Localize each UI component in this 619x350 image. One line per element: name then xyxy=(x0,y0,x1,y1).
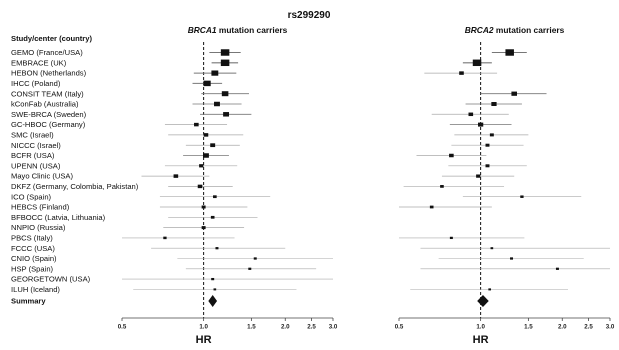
panel-title-suffix: mutation carriers xyxy=(217,25,288,35)
point-estimate xyxy=(220,49,230,56)
point-estimate xyxy=(476,174,481,178)
panel-title: BRCA2 mutation carriers xyxy=(465,25,565,35)
point-estimate xyxy=(194,122,199,127)
study-label: HEBCS (Finland) xyxy=(11,203,70,212)
point-estimate xyxy=(491,102,497,106)
study-label: HEBON (Netherlands) xyxy=(11,69,87,78)
study-label: FCCC (USA) xyxy=(11,244,55,253)
study-label: PBCS (Italy) xyxy=(11,234,53,243)
summary-diamond xyxy=(477,295,489,307)
point-estimate xyxy=(203,80,211,87)
point-estimate xyxy=(449,236,453,240)
point-estimate xyxy=(489,133,494,137)
point-estimate xyxy=(214,101,220,107)
point-estimate xyxy=(213,288,217,291)
panel-title-gene: BRCA2 xyxy=(465,25,494,35)
summary-label: Summary xyxy=(11,297,46,306)
point-estimate xyxy=(449,153,454,158)
point-estimate xyxy=(203,133,209,137)
study-label: BFBOCC (Latvia, Lithuania) xyxy=(11,213,106,222)
study-label: ILUH (Iceland) xyxy=(11,285,60,294)
point-estimate xyxy=(248,267,252,270)
point-estimate xyxy=(490,247,494,250)
point-estimate xyxy=(211,277,215,281)
x-axis-title: HR xyxy=(196,334,212,346)
point-estimate xyxy=(201,205,206,209)
point-estimate xyxy=(173,174,179,178)
x-tick-label: 1.0 xyxy=(476,324,485,331)
point-estimate xyxy=(468,112,474,117)
point-estimate xyxy=(199,164,204,168)
x-tick-label: 2.0 xyxy=(281,324,290,331)
point-estimate xyxy=(203,153,209,158)
point-estimate xyxy=(505,49,514,56)
point-estimate xyxy=(555,267,559,270)
forest-panel-brca1: BRCA1 mutation carriers 0.5 1.0 1.5 2.0 2.5 3.… xyxy=(118,25,338,346)
study-label: HSP (Spain) xyxy=(11,264,54,273)
forest-panel-brca2: BRCA2 mutation carriers 0.5 1.0 1.5 2.0 2.5 3.… xyxy=(395,25,615,346)
x-tick-label: 3.0 xyxy=(329,324,338,331)
panel-title: BRCA1 mutation carriers xyxy=(188,25,288,35)
study-label: SMC (Israel) xyxy=(11,131,54,140)
x-tick-label: 1.5 xyxy=(247,324,256,331)
x-tick-label: 2.5 xyxy=(584,324,593,331)
study-label: NICCC (Israel) xyxy=(11,141,61,150)
x-tick-label: 1.5 xyxy=(524,324,533,331)
point-estimate xyxy=(472,59,482,67)
forest-panels: BRCA1 mutation carriers 0.5 1.0 1.5 2.0 2.5 3.… xyxy=(118,25,615,346)
study-label: IHCC (Poland) xyxy=(11,79,61,88)
x-tick-label: 3.0 xyxy=(606,324,615,331)
x-tick-label: 2.0 xyxy=(558,324,567,331)
point-estimate xyxy=(221,91,229,97)
study-label: DKFZ (Germany, Colombia, Pakistan) xyxy=(11,182,139,191)
point-estimate xyxy=(201,226,206,230)
study-label: kConFab (Australia) xyxy=(11,100,79,109)
point-estimate xyxy=(213,195,217,199)
column-header: Study/center (country) xyxy=(11,34,92,43)
point-estimate xyxy=(210,143,216,148)
chart-title: rs299290 xyxy=(288,10,331,21)
point-estimate xyxy=(510,257,514,260)
study-label: Mayo Clinic (USA) xyxy=(11,172,73,181)
point-estimate xyxy=(211,70,219,76)
point-estimate xyxy=(440,185,444,188)
point-estimate xyxy=(253,257,257,260)
x-tick-label: 2.5 xyxy=(307,324,316,331)
study-label: UPENN (USA) xyxy=(11,161,61,170)
point-estimate xyxy=(478,122,484,127)
x-axis-title: HR xyxy=(473,334,489,346)
summary-diamond xyxy=(208,295,218,307)
point-estimate xyxy=(459,71,464,75)
point-estimate xyxy=(511,91,517,96)
point-estimate xyxy=(223,112,230,117)
point-estimate xyxy=(210,215,215,219)
point-estimate xyxy=(215,247,219,250)
study-labels: GEMO (France/USA)EMBRACE (UK) HEBON (Neth… xyxy=(11,48,139,306)
study-label: EMBRACE (UK) xyxy=(11,58,67,67)
study-label: ICO (Spain) xyxy=(11,192,52,201)
study-label: GC-HBOC (Germany) xyxy=(11,120,86,129)
study-label: NNPIO (Russia) xyxy=(11,223,66,232)
panel-title-gene: BRCA1 xyxy=(188,25,217,35)
panel-title-suffix: mutation carriers xyxy=(494,25,565,35)
study-label: BCFR (USA) xyxy=(11,151,55,160)
point-estimate xyxy=(488,288,492,291)
point-estimate xyxy=(520,195,524,198)
study-label: GEMO (France/USA) xyxy=(11,48,83,57)
point-estimate xyxy=(220,59,230,67)
x-tick-label: 1.0 xyxy=(199,324,208,331)
study-label: GEORGETOWN (USA) xyxy=(11,275,91,284)
study-label: CONSIT TEAM (Italy) xyxy=(11,89,84,98)
point-estimate xyxy=(197,184,203,189)
study-label: SWE-BRCA (Sweden) xyxy=(11,110,87,119)
x-tick-label: 0.5 xyxy=(118,324,127,331)
study-label: CNIO (Spain) xyxy=(11,254,57,263)
point-estimate xyxy=(485,143,490,147)
point-estimate xyxy=(163,236,167,240)
point-estimate xyxy=(429,205,434,209)
x-tick-label: 0.5 xyxy=(395,324,404,331)
point-estimate xyxy=(485,164,490,168)
